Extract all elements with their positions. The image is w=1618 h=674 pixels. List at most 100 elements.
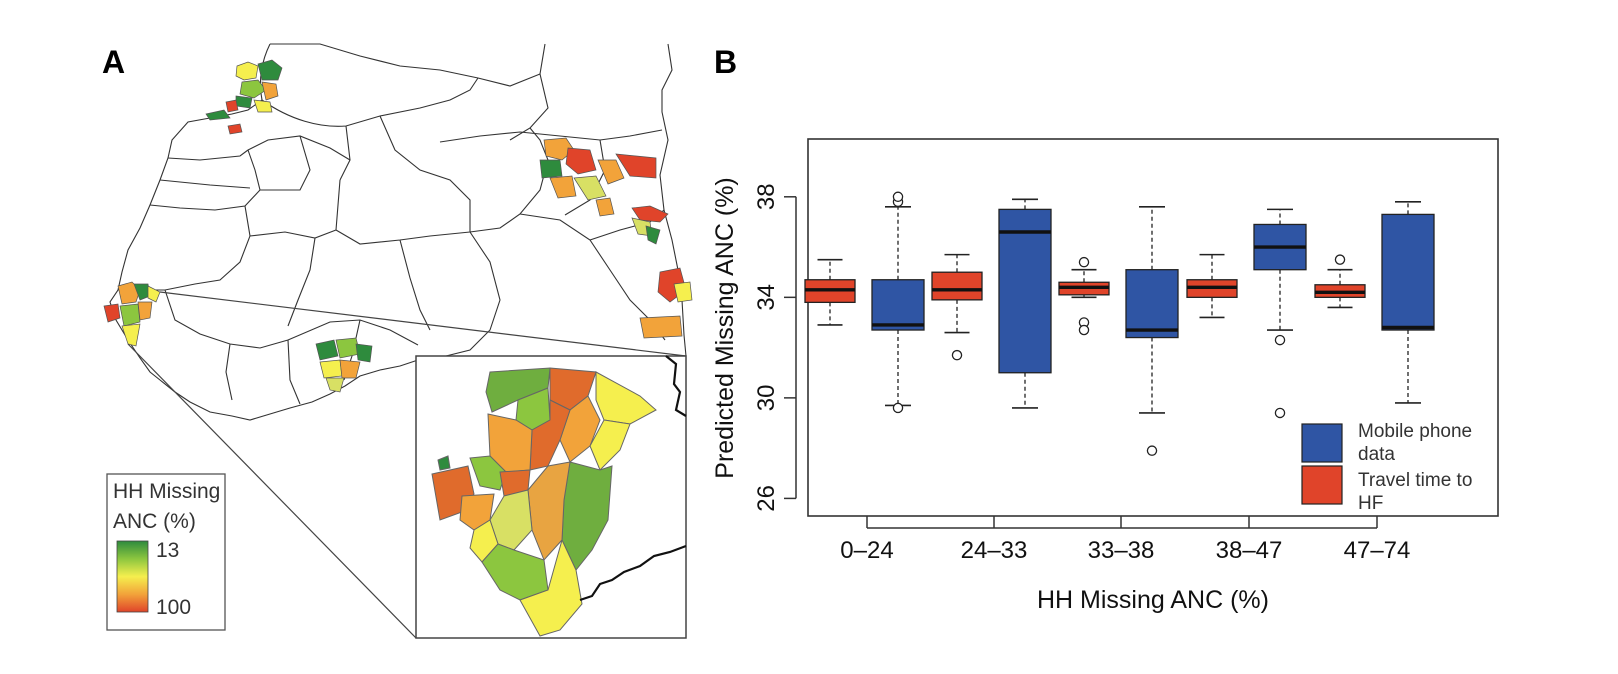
box-travel-4 xyxy=(1314,254,1366,309)
inset-border-line xyxy=(665,355,687,417)
box-mobile-1 xyxy=(998,198,1052,409)
outlier-point xyxy=(1146,445,1158,456)
patch-south-3 xyxy=(355,343,373,363)
patch-east-2 xyxy=(539,159,563,179)
y-tick-label: 38 xyxy=(753,183,780,210)
patch-north-2 xyxy=(257,59,283,81)
patch-south-5 xyxy=(339,359,361,379)
patch-east-4 xyxy=(549,175,577,199)
box-iqr xyxy=(1125,269,1179,339)
inset-patch-12 xyxy=(589,419,631,471)
district-boundaries xyxy=(109,43,687,421)
legend-label-travel-2: HF xyxy=(1358,493,1383,514)
legend-swatch-mobile xyxy=(1301,423,1343,463)
patch-west-4 xyxy=(103,303,121,323)
map-legend-max-label: 13 xyxy=(156,539,179,562)
district-lines-inner xyxy=(159,115,606,232)
country-border-east xyxy=(659,43,687,357)
outlier-point xyxy=(1334,254,1346,265)
box-mobile-4 xyxy=(1381,201,1435,404)
patch-east-11 xyxy=(645,225,661,245)
box-mobile-3 xyxy=(1253,208,1307,419)
patch-east-8 xyxy=(595,197,615,217)
map-legend-title-2: ANC (%) xyxy=(113,510,196,533)
zoom-line-bottom xyxy=(127,343,417,639)
outlier-point xyxy=(951,349,963,361)
outlier-point xyxy=(1078,256,1090,268)
inset-patch-18 xyxy=(519,538,583,637)
y-axis: 26 30 34 38 xyxy=(753,183,797,512)
box-iqr xyxy=(998,208,1052,374)
patch-south-1 xyxy=(315,339,339,361)
legend-swatch-travel xyxy=(1301,465,1343,505)
map-legend-colorbar xyxy=(116,540,149,613)
legend-label-travel-1: Travel time to xyxy=(1358,470,1472,491)
outlier-point xyxy=(892,402,904,414)
y-tick-label: 26 xyxy=(753,485,780,512)
box-travel-3 xyxy=(1186,253,1238,319)
x-axis-title: HH Missing ANC (%) xyxy=(1037,586,1269,614)
patch-east-13 xyxy=(673,281,693,303)
outlier-point xyxy=(1274,334,1286,346)
legend-label-mobile-1: Mobile phone xyxy=(1358,421,1472,442)
x-tick-label: 38–47 xyxy=(1216,537,1283,564)
patch-north-9 xyxy=(227,123,243,135)
box-travel-0 xyxy=(804,258,856,326)
country-border-north xyxy=(270,43,549,141)
patch-west-6 xyxy=(137,301,153,321)
country-coastline xyxy=(109,43,419,421)
patch-north-6 xyxy=(253,99,273,113)
inset-border-line-south xyxy=(579,544,687,602)
x-tick-label: 47–74 xyxy=(1344,537,1411,564)
inset-map xyxy=(415,355,687,639)
legend-label-mobile-2: data xyxy=(1358,444,1395,465)
inset-patch-17 xyxy=(481,543,549,601)
plot-frame xyxy=(807,138,1499,517)
map-legend: HH Missing ANC (%) 13 100 xyxy=(106,473,226,631)
box-mobile-0 xyxy=(871,191,925,414)
choropleth-patches xyxy=(103,59,693,393)
district-lines-central xyxy=(122,127,549,331)
patch-east-9 xyxy=(631,205,669,223)
inset-patch-19 xyxy=(437,455,451,471)
patch-west-3 xyxy=(147,285,161,303)
box-iqr xyxy=(1381,213,1435,331)
box-mobile-2 xyxy=(1125,206,1179,456)
patch-east-7 xyxy=(615,153,657,179)
patch-east-14 xyxy=(639,315,683,339)
outlier-point xyxy=(1078,324,1090,336)
patch-north-7 xyxy=(225,99,239,113)
map-legend-min-label: 100 xyxy=(156,596,191,619)
zoom-connector xyxy=(127,291,687,639)
inset-patch-6 xyxy=(529,399,571,471)
patch-north-4 xyxy=(261,81,279,101)
district-lines-south xyxy=(164,289,419,405)
y-tick-label: 30 xyxy=(753,385,780,412)
y-tick-label: 34 xyxy=(753,284,780,311)
box-series xyxy=(804,191,1435,456)
inset-patch-14 xyxy=(527,461,571,561)
panel-a-letter: A xyxy=(102,44,125,80)
outlier-point xyxy=(892,191,904,203)
zoom-line-top xyxy=(159,291,687,357)
panel-b-letter: B xyxy=(714,44,737,80)
map-legend-title-1: HH Missing xyxy=(113,480,220,503)
x-tick-label: 0–24 xyxy=(840,537,893,564)
patch-south-6 xyxy=(325,377,345,393)
patch-north-5 xyxy=(235,95,253,109)
patch-north-3 xyxy=(239,79,267,99)
patch-west-1 xyxy=(117,281,141,305)
patch-east-5 xyxy=(573,175,607,201)
y-axis-title: Predicted Missing ANC (%) xyxy=(711,177,739,478)
x-tick-label: 33–38 xyxy=(1088,537,1155,564)
chart-legend: Mobile phone data Travel time to HF xyxy=(1301,421,1472,514)
patch-north-8 xyxy=(205,109,231,121)
x-tick-label: 24–33 xyxy=(961,537,1028,564)
patch-north-1 xyxy=(235,61,259,81)
panel-a: A xyxy=(102,43,693,639)
x-axis: 0–24 24–33 33–38 38–47 47–74 xyxy=(840,516,1410,564)
patch-east-3 xyxy=(565,147,597,175)
patch-east-6 xyxy=(597,159,625,185)
box-travel-2 xyxy=(1058,256,1110,336)
